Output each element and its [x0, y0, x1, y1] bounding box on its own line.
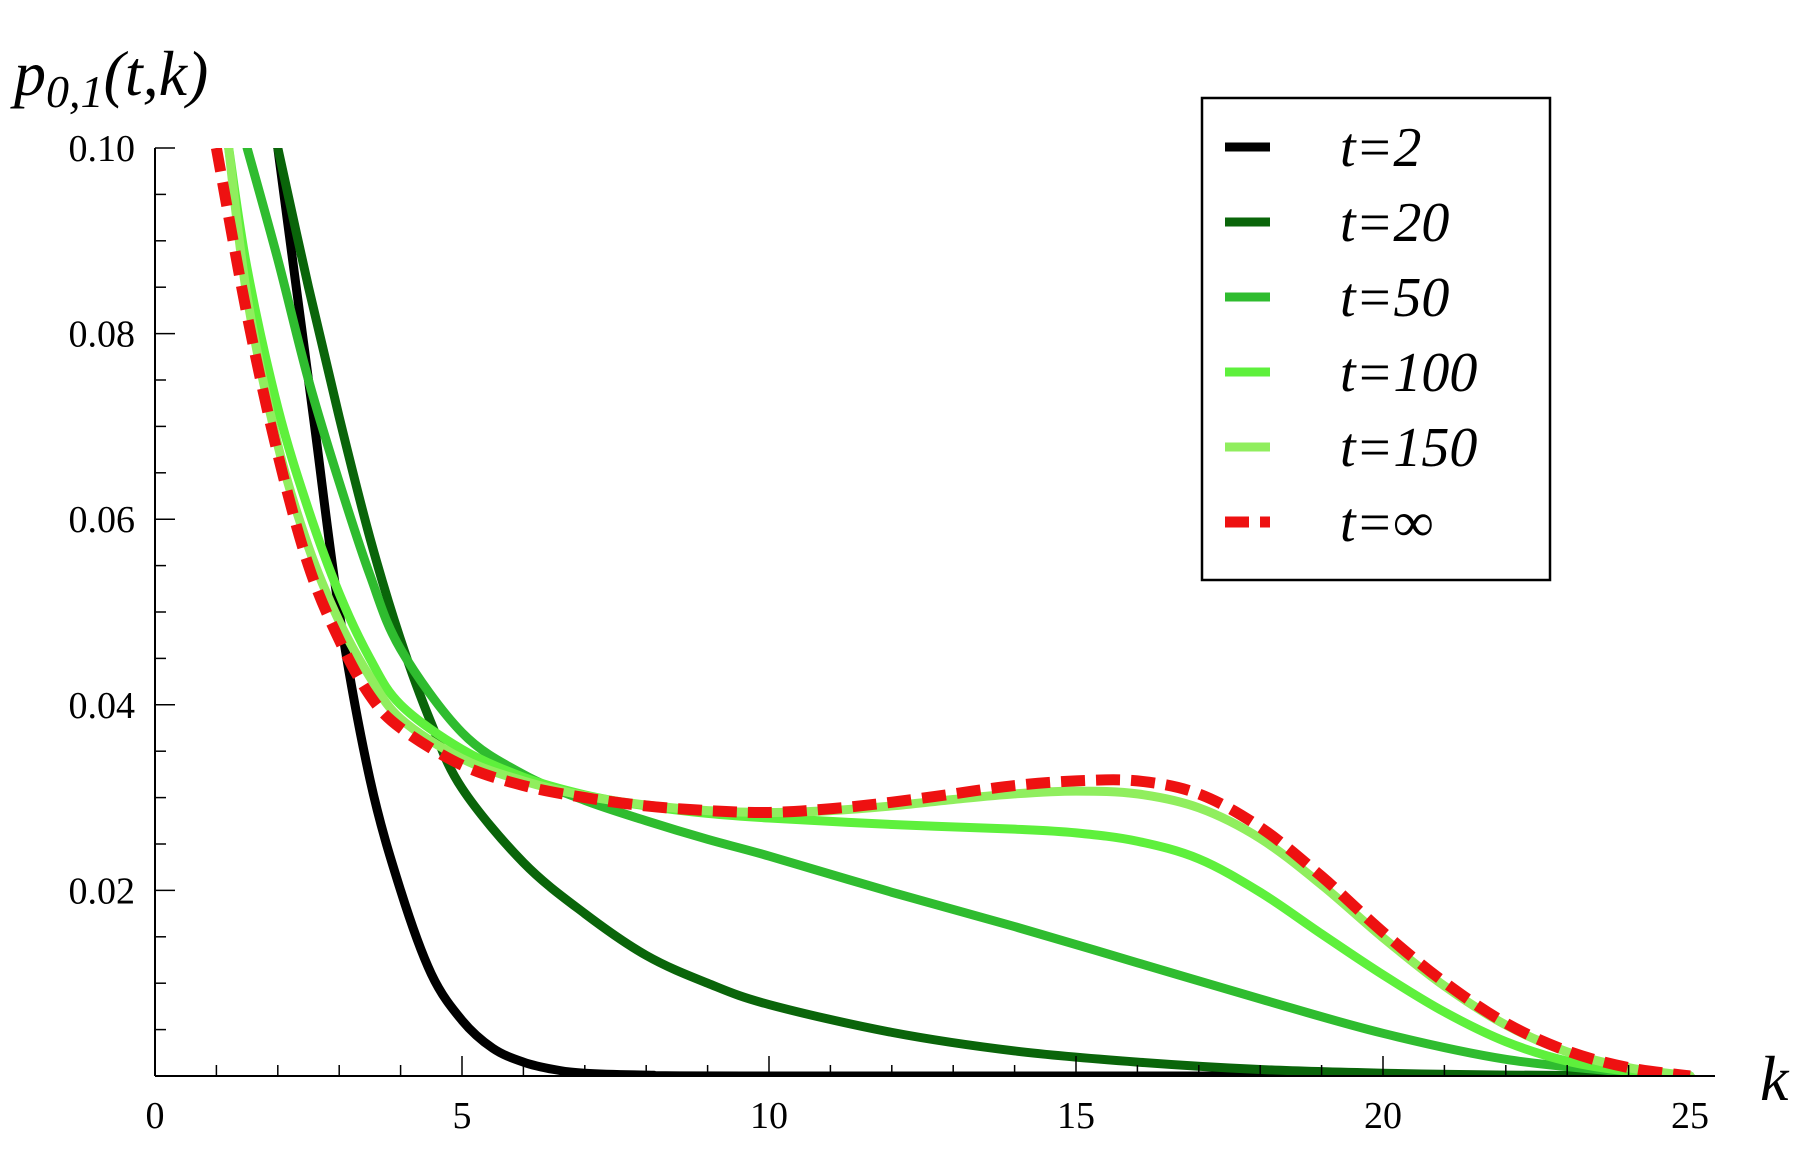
series-layer [210, 148, 1695, 1076]
y-tick-label: 0.10 [69, 128, 136, 170]
y-tick-label: 0.06 [69, 499, 136, 541]
legend-label-0: t=2 [1340, 117, 1421, 179]
legend-items: t=2 t=20 t=50 t=100 t=150 t=∞ [1225, 117, 1477, 554]
y-axis-title-args: (t,k) [104, 38, 209, 109]
series-line-5 [210, 148, 1691, 1076]
legend-label-4: t=150 [1340, 417, 1477, 479]
x-axis-title: k [1760, 1043, 1790, 1114]
x-tick-label: 25 [1671, 1095, 1709, 1137]
y-tick-label: 0.04 [69, 685, 136, 727]
x-tick-label: 15 [1057, 1095, 1095, 1137]
y-axis-title: p0,1(t,k) [10, 38, 208, 117]
series-line-3 [224, 148, 1695, 1076]
x-tick-label: 5 [453, 1095, 472, 1137]
legend-label-1: t=20 [1340, 192, 1449, 254]
y-tick-label: 0.02 [69, 870, 136, 912]
legend-label-2: t=50 [1340, 267, 1449, 329]
y-tick-label: 0.08 [69, 314, 136, 356]
x-tick-label: 0 [146, 1095, 165, 1137]
series-line-0 [273, 148, 1695, 1076]
legend-label-3: t=100 [1340, 342, 1477, 404]
y-axis-title-main: p [10, 38, 46, 109]
x-tick-label: 20 [1364, 1095, 1402, 1137]
series-line-2 [242, 148, 1695, 1076]
y-ticks: 0.02 0.04 0.06 0.08 0.10 [69, 128, 175, 1031]
x-ticks: 0 5 10 15 20 25 [146, 1056, 1709, 1137]
legend-label-5: t=∞ [1340, 492, 1433, 554]
x-tick-label: 10 [750, 1095, 788, 1137]
legend-box [1200, 96, 1552, 582]
series-line-1 [273, 148, 1695, 1076]
legend: t=2 t=20 t=50 t=100 t=150 t=∞ [1200, 96, 1552, 582]
y-axis-title-sub: 0,1 [46, 66, 104, 117]
